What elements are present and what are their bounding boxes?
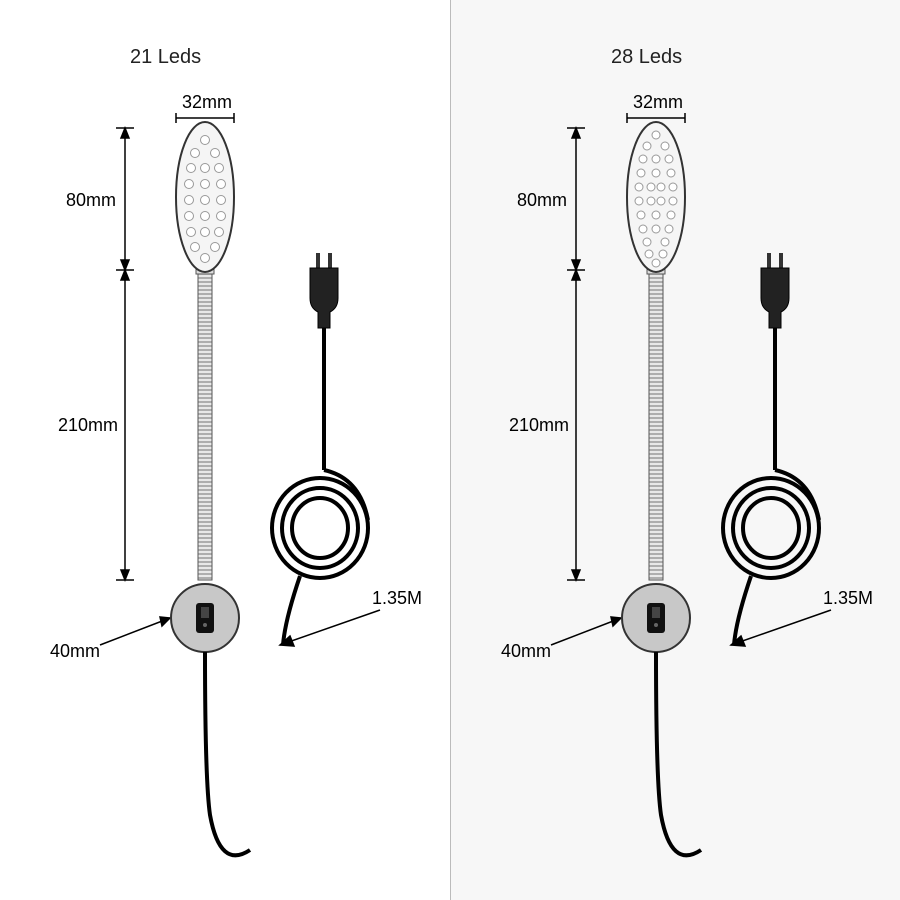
- dim-head-width: 32mm: [182, 92, 232, 113]
- dim-cable-length: 1.35M: [823, 588, 873, 609]
- dimension-lines: [100, 113, 380, 646]
- dim-neck-height: 210mm: [58, 415, 118, 436]
- panel-21-leds: 21 Leds: [0, 0, 450, 900]
- cable-from-base: [205, 652, 250, 855]
- dim-head-height: 80mm: [517, 190, 567, 211]
- gooseneck: [649, 270, 663, 580]
- power-plug: [310, 253, 338, 328]
- panel-28-leds: 28 Leds: [450, 0, 900, 900]
- dim-base-dia: 40mm: [501, 641, 551, 662]
- cable-from-base: [656, 652, 701, 855]
- dim-neck-height: 210mm: [509, 415, 569, 436]
- dim-head-width: 32mm: [633, 92, 683, 113]
- lamp-diagram: [451, 0, 900, 900]
- dimension-lines: [551, 113, 831, 646]
- dim-head-height: 80mm: [66, 190, 116, 211]
- led-head: [627, 122, 685, 272]
- dim-cable-length: 1.35M: [372, 588, 422, 609]
- power-plug: [761, 253, 789, 328]
- gooseneck: [198, 270, 212, 580]
- dim-base-dia: 40mm: [50, 641, 100, 662]
- lamp-diagram: [0, 0, 450, 900]
